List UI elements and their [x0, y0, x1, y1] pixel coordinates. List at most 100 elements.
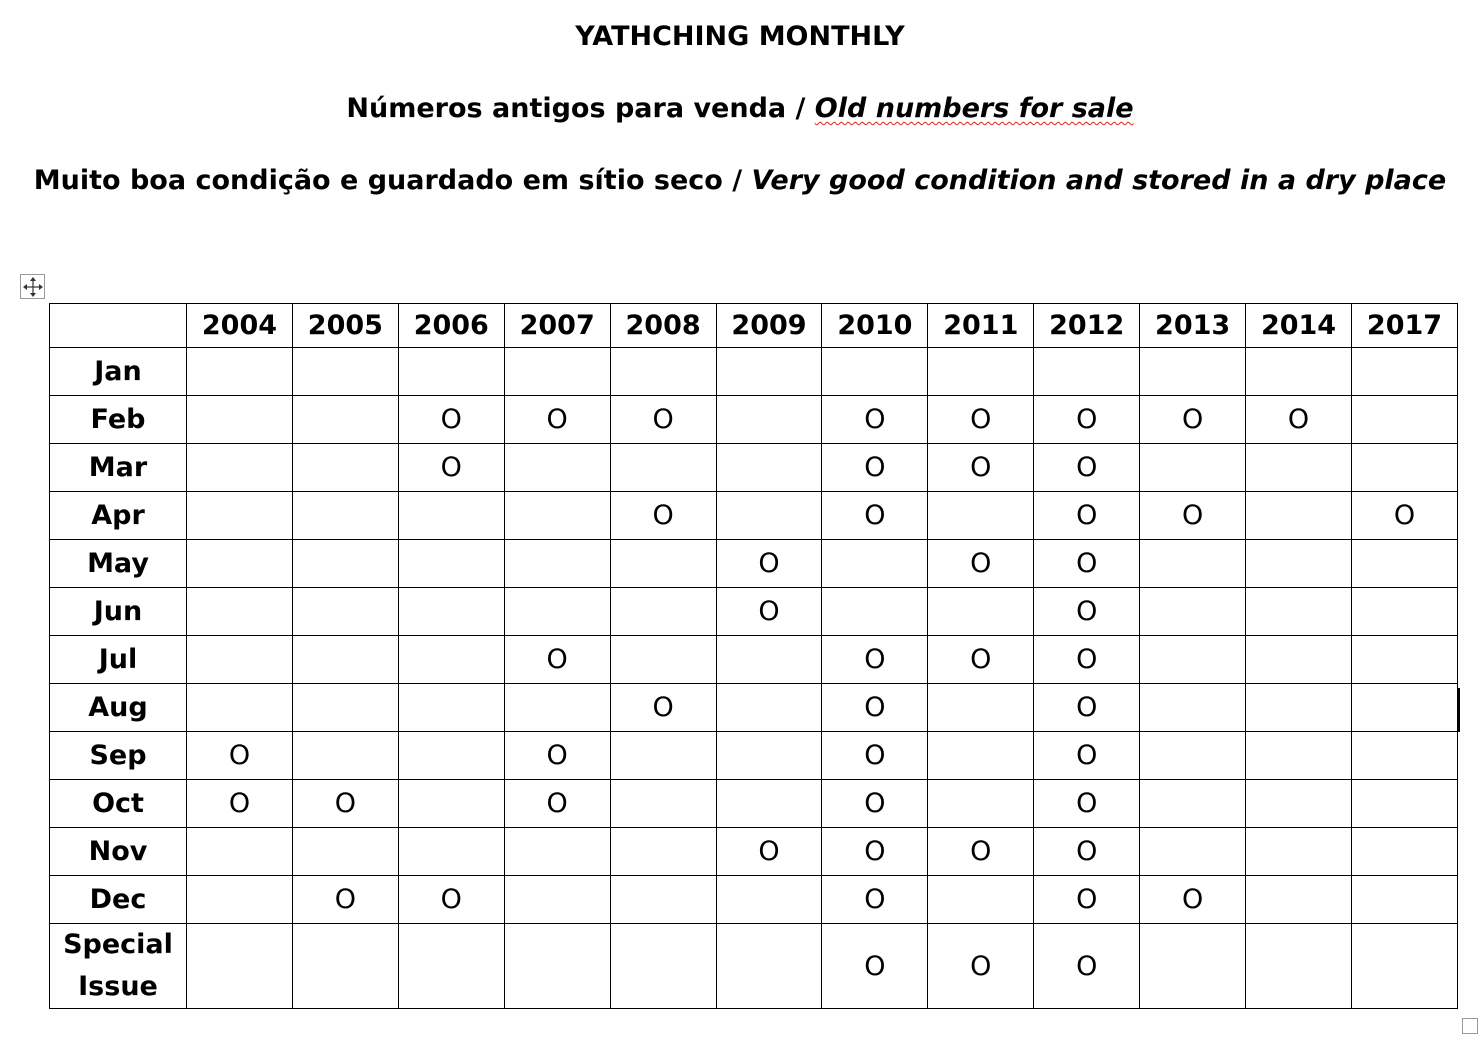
month-label: Nov — [49, 827, 187, 876]
table-cell — [291, 443, 399, 492]
table-row: Dec O O O O O — [49, 875, 1459, 924]
table-cell — [1245, 779, 1352, 828]
availability-mark: O — [927, 539, 1035, 588]
table-cell — [715, 347, 823, 396]
row-edge-marker — [1457, 688, 1460, 732]
table-cell — [503, 539, 611, 588]
table-cell — [715, 683, 823, 732]
move-arrows-icon — [23, 277, 43, 297]
table-cell — [291, 347, 399, 396]
month-label: Apr — [49, 491, 187, 540]
table-move-handle[interactable] — [20, 274, 45, 299]
table-cell — [291, 731, 399, 780]
availability-mark: O — [397, 443, 505, 492]
table-cell — [609, 443, 717, 492]
table-row: Jan — [49, 347, 1459, 396]
table-row: Special Issue O O O — [49, 923, 1459, 1009]
note-portuguese: Muito boa condição e guardado em sítio s… — [33, 165, 752, 196]
table-row: Apr O O O O O — [49, 491, 1459, 540]
table-cell — [1350, 731, 1459, 780]
month-label: Oct — [49, 779, 187, 828]
table-cell — [609, 875, 717, 924]
year-header-2005: 2005 — [291, 303, 399, 348]
table-cell — [1139, 731, 1247, 780]
availability-mark: O — [821, 635, 929, 684]
table-cell — [397, 779, 505, 828]
table-cell — [715, 491, 823, 540]
table-cell — [1139, 827, 1247, 876]
table-cell — [1245, 683, 1352, 732]
table-cell — [1139, 347, 1247, 396]
availability-mark: O — [291, 875, 399, 924]
table-row: Oct O O O O O — [49, 779, 1459, 828]
availability-mark: O — [821, 827, 929, 876]
table-cell — [186, 635, 293, 684]
table-cell — [927, 347, 1035, 396]
year-header-2007: 2007 — [503, 303, 611, 348]
table-cell — [1350, 923, 1459, 1009]
table-cell — [609, 587, 717, 636]
table-cell — [927, 491, 1035, 540]
page-title: YATHCHING MONTHLY — [575, 21, 905, 52]
note-english: Very good condition and stored in a dry … — [751, 165, 1447, 196]
table-cell — [1350, 779, 1459, 828]
availability-mark: O — [1033, 683, 1141, 732]
month-label: Jan — [49, 347, 187, 396]
year-header-2012: 2012 — [1033, 303, 1141, 348]
table-cell — [821, 347, 929, 396]
resize-handle-icon[interactable] — [1462, 1018, 1478, 1034]
availability-mark: O — [609, 395, 717, 444]
table-cell — [397, 347, 505, 396]
table-cell — [503, 923, 611, 1009]
table-cell — [1245, 347, 1352, 396]
table-cell — [715, 779, 823, 828]
availability-mark: O — [397, 875, 505, 924]
table-cell — [1245, 875, 1352, 924]
table-cell — [1350, 875, 1459, 924]
table-row: Mar O O O O — [49, 443, 1459, 492]
availability-mark: O — [715, 587, 823, 636]
table-cell — [927, 683, 1035, 732]
year-header-row: 2004 2005 2006 2007 2008 2009 2010 2011 2012 2013… — [49, 303, 1459, 348]
availability-mark: O — [715, 827, 823, 876]
availability-mark: O — [503, 731, 611, 780]
table-cell — [1139, 539, 1247, 588]
availability-mark: O — [1033, 875, 1141, 924]
table-cell — [1245, 731, 1352, 780]
table-cell — [186, 875, 293, 924]
table-cell — [397, 683, 505, 732]
availability-mark: O — [1033, 779, 1141, 828]
availability-mark: O — [715, 539, 823, 588]
month-label: Mar — [49, 443, 187, 492]
availability-mark: O — [1033, 539, 1141, 588]
availability-mark: O — [927, 827, 1035, 876]
page-subtitle: Números antigos para venda / Old numbers… — [0, 92, 1480, 126]
table-cell — [186, 923, 293, 1009]
table-cell — [609, 923, 717, 1009]
condition-note: Muito boa condição e guardado em sítio s… — [0, 164, 1480, 198]
month-label: Jun — [49, 587, 187, 636]
table-cell — [821, 539, 929, 588]
table-cell — [503, 347, 611, 396]
table-cell — [291, 683, 399, 732]
table-cell — [1245, 443, 1352, 492]
table-cell — [715, 731, 823, 780]
month-label: Feb — [49, 395, 187, 444]
availability-mark: O — [186, 731, 293, 780]
table-cell — [291, 587, 399, 636]
table-cell — [1245, 827, 1352, 876]
availability-mark: O — [1033, 731, 1141, 780]
month-label: Jul — [49, 635, 187, 684]
table-cell — [609, 827, 717, 876]
table-cell — [397, 587, 505, 636]
availability-mark: O — [609, 491, 717, 540]
table-cell — [1139, 779, 1247, 828]
availability-mark: O — [1033, 395, 1141, 444]
month-label: May — [49, 539, 187, 588]
table-cell — [1245, 539, 1352, 588]
table-cell — [186, 347, 293, 396]
table-cell — [503, 491, 611, 540]
availability-mark: O — [821, 875, 929, 924]
month-label: Dec — [49, 875, 187, 924]
table-cell — [927, 731, 1035, 780]
